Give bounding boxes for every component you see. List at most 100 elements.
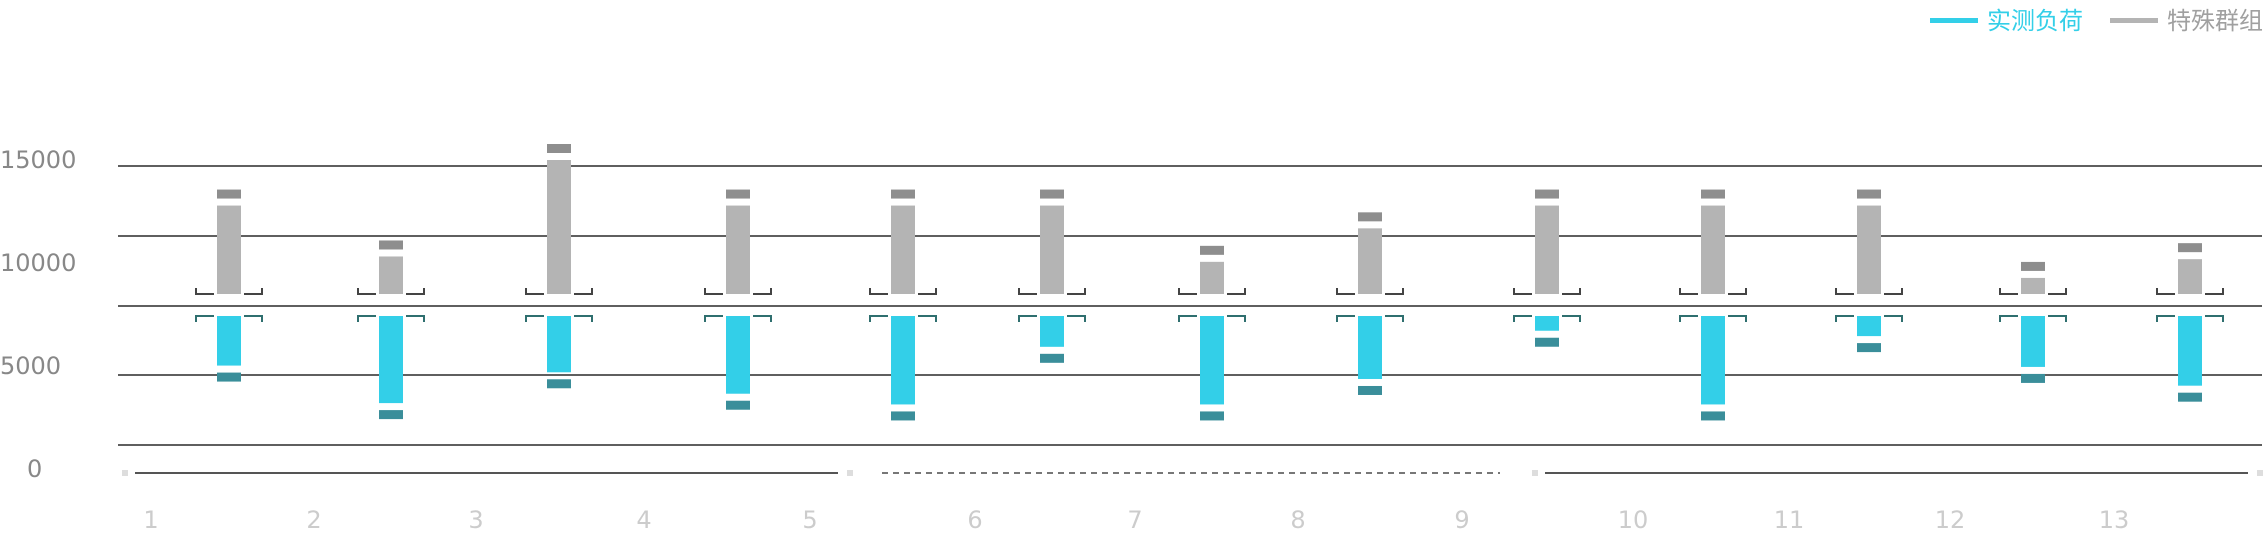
bracket-mark: [195, 288, 263, 295]
bracket-mark: [525, 315, 593, 322]
measured-load-cap: [1358, 385, 1382, 395]
measured-load-cap: [1535, 337, 1559, 347]
x-tick-label: 13: [2099, 506, 2130, 534]
legend-swatch-special: [2110, 18, 2158, 23]
legend-label-special[interactable]: 特殊群组: [2167, 7, 2263, 35]
measured-load-bar: [1200, 316, 1224, 405]
x-axis-ticks: 1 2 3 4 5 6 7 8 9 10 11 12 13: [143, 506, 2129, 534]
measured-load-bar: [891, 316, 915, 405]
bracket-mark: [1999, 288, 2067, 295]
bracket-mark: [869, 315, 937, 322]
measured-load-cap: [379, 410, 403, 420]
y-tick-label: 10000: [0, 249, 76, 277]
measured-load-bar: [1040, 316, 1064, 347]
bracket-mark: [525, 288, 593, 295]
special-group-bar: [1535, 205, 1559, 294]
special-group-bar: [891, 205, 915, 294]
bars: [195, 144, 2224, 421]
bracket-mark: [1018, 315, 1086, 322]
baseline-node: [2257, 470, 2263, 476]
special-group-bar: [1358, 228, 1382, 294]
bracket-mark: [357, 288, 425, 295]
special-group-bar: [217, 205, 241, 294]
special-group-cap: [1701, 189, 1725, 199]
special-group-cap: [2178, 243, 2202, 253]
measured-load-bar: [547, 316, 571, 373]
y-tick-label: 0: [27, 455, 42, 483]
measured-load-bar: [217, 316, 241, 366]
special-group-cap: [891, 189, 915, 199]
special-group-bar: [379, 256, 403, 294]
x-tick-label: 6: [967, 506, 982, 534]
x-tick-label: 10: [1618, 506, 1649, 534]
x-tick-label: 3: [468, 506, 483, 534]
special-group-bar: [547, 160, 571, 294]
special-group-bar: [1040, 205, 1064, 294]
bracket-mark: [1679, 315, 1747, 322]
legend-label-measured[interactable]: 实测负荷: [1987, 7, 2083, 35]
bracket-mark: [1018, 288, 1086, 295]
x-tick-label: 2: [306, 506, 321, 534]
measured-load-cap: [726, 400, 750, 410]
measured-load-cap: [2178, 392, 2202, 402]
baseline: [122, 470, 2263, 476]
bracket-mark: [2156, 288, 2224, 295]
x-tick-label: 11: [1774, 506, 1805, 534]
special-group-bar: [726, 205, 750, 294]
measured-load-cap: [1200, 411, 1224, 421]
bracket-mark: [357, 315, 425, 322]
bracket-mark: [1679, 288, 1747, 295]
grid: [118, 165, 2262, 446]
special-group-cap: [379, 240, 403, 250]
legend: 实测负荷 特殊群组: [1930, 7, 2263, 35]
bracket-mark: [1336, 288, 1404, 295]
bracket-mark: [704, 288, 772, 295]
measured-load-bar: [2021, 316, 2045, 367]
measured-load-bar: [1857, 316, 1881, 337]
y-tick-label: 5000: [0, 352, 61, 380]
bracket-mark: [1178, 315, 1246, 322]
special-group-cap: [726, 189, 750, 199]
bracket-mark: [869, 288, 937, 295]
special-group-cap: [547, 144, 571, 153]
special-group-cap: [1040, 189, 1064, 199]
special-group-bar: [2178, 259, 2202, 294]
measured-load-bar: [2178, 316, 2202, 386]
measured-load-bar: [1358, 316, 1382, 379]
legend-swatch-measured: [1930, 18, 1978, 23]
special-group-bar: [2021, 277, 2045, 294]
baseline-node: [1532, 470, 1538, 476]
bracket-mark: [1178, 288, 1246, 295]
y-axis-ticks: 15000 10000 5000 0: [0, 146, 76, 483]
bracket-mark: [195, 315, 263, 322]
bracket-mark: [1513, 315, 1581, 322]
measured-load-cap: [217, 372, 241, 382]
x-tick-label: 1: [143, 506, 158, 534]
bracket-mark: [1835, 315, 1903, 322]
special-group-bar: [1857, 205, 1881, 294]
measured-load-cap: [1040, 353, 1064, 363]
x-tick-label: 8: [1290, 506, 1305, 534]
x-tick-label: 4: [636, 506, 651, 534]
measured-load-bar: [1701, 316, 1725, 405]
x-tick-label: 12: [1935, 506, 1966, 534]
special-group-cap: [2021, 261, 2045, 271]
measured-load-bar: [1535, 316, 1559, 331]
baseline-node: [122, 470, 128, 476]
measured-load-cap: [1857, 343, 1881, 353]
special-group-cap: [1535, 189, 1559, 199]
special-group-cap: [1358, 212, 1382, 222]
x-tick-label: 7: [1127, 506, 1142, 534]
measured-load-bar: [726, 316, 750, 394]
baseline-node: [847, 470, 853, 476]
bracket-mark: [2156, 315, 2224, 322]
bracket-mark: [1336, 315, 1404, 322]
special-group-cap: [1200, 245, 1224, 255]
measured-load-cap: [2021, 373, 2045, 383]
measured-load-cap: [891, 411, 915, 421]
bracket-mark: [1835, 288, 1903, 295]
x-tick-label: 9: [1454, 506, 1469, 534]
measured-load-cap: [547, 379, 571, 389]
bracket-mark: [1999, 315, 2067, 322]
